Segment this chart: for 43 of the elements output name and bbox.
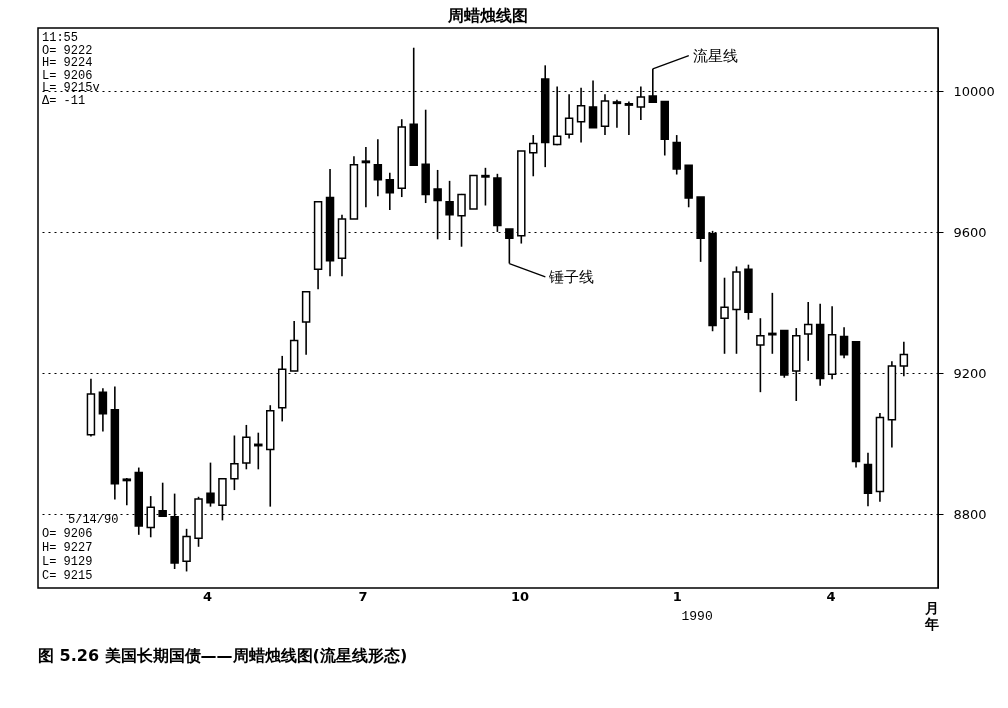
annotation: Δ= -11 — [42, 93, 86, 108]
annotation: H= 9227 — [42, 541, 93, 555]
annotation: 5/14/90 — [68, 513, 119, 527]
annotation: L= 9206 — [42, 68, 93, 83]
candlestick — [373, 138, 383, 198]
x-axis-title: 月 — [923, 599, 939, 616]
candlestick — [122, 477, 132, 507]
annotation: O= 9206 — [42, 527, 93, 541]
candlestick — [361, 146, 371, 209]
x-tick-label: 4 — [203, 588, 213, 604]
annotation: 流星线 — [692, 46, 738, 65]
annotation: 锤子线 — [548, 267, 595, 286]
y-tick-label: 10000 — [953, 83, 995, 99]
annotation: O= 9222 — [42, 43, 93, 58]
y-tick-label: 9600 — [953, 224, 987, 240]
x-tick-label: 4 — [826, 588, 836, 604]
annotation: H= 9224 — [42, 56, 93, 70]
chart-title: 周蜡烛线图 — [447, 6, 528, 25]
candlestick — [768, 292, 777, 355]
annotation: C= 9215 — [42, 569, 93, 583]
annotation: L= 9215v — [42, 81, 100, 95]
x-tick-label: 7 — [358, 588, 368, 604]
candlestick — [481, 167, 490, 207]
candlestick — [206, 461, 215, 508]
candlestick — [564, 93, 574, 140]
candlestick — [612, 99, 622, 129]
candlestick — [624, 100, 634, 136]
x-tick-label: 1 — [672, 588, 682, 604]
x-tick-label: 10 — [511, 588, 530, 604]
annotation: L= 9129 — [42, 555, 93, 569]
annotation: 11:55 — [42, 31, 79, 45]
caption: 图 5.26 美国长期国债——周蜡烛线图(流星线形态) — [38, 646, 408, 665]
y-tick-label: 8800 — [953, 506, 987, 522]
text: 年 — [924, 616, 939, 632]
text: 1990 — [681, 609, 713, 624]
candlestick — [720, 276, 729, 355]
candlestick — [98, 387, 108, 433]
candlestick — [385, 171, 395, 211]
y-tick-label: 9200 — [953, 365, 987, 381]
candlestick — [839, 326, 849, 360]
candlestick — [529, 134, 538, 178]
candlestick — [803, 301, 813, 362]
candlestick — [230, 434, 239, 491]
